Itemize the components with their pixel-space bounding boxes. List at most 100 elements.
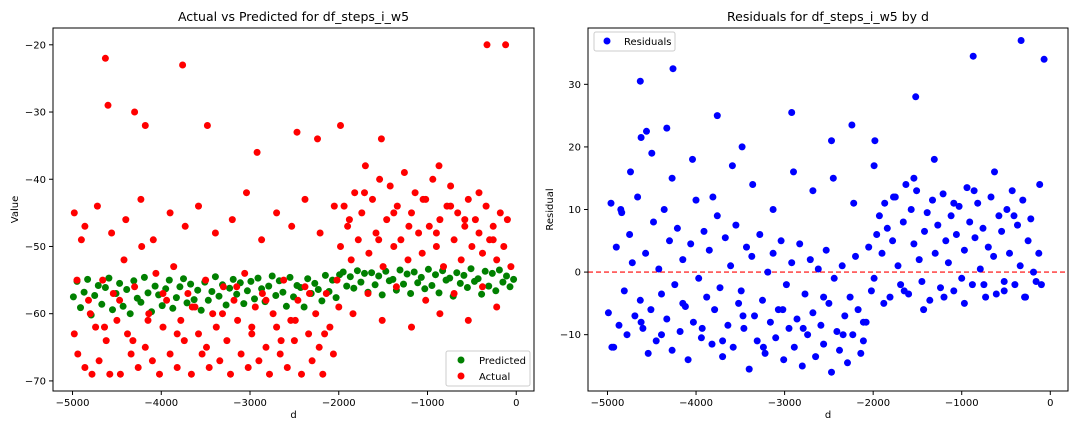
y-tick-label: −60: [25, 309, 46, 320]
residuals-point: [971, 234, 979, 242]
actual-point: [104, 101, 112, 109]
actual-point: [361, 162, 369, 170]
residuals-point: [867, 287, 875, 295]
actual-point: [141, 343, 149, 351]
predicted-point: [77, 304, 84, 312]
residuals-point: [952, 231, 960, 238]
actual-point: [269, 310, 277, 318]
residuals-point: [850, 199, 858, 207]
actual-point: [408, 209, 415, 217]
actual-point: [203, 343, 210, 351]
predicted-point: [204, 296, 212, 304]
residuals-point: [788, 109, 796, 116]
actual-point: [86, 310, 94, 318]
residuals-point: [753, 337, 761, 345]
actual-point: [330, 202, 338, 210]
actual-point: [248, 330, 256, 338]
residuals-point: [871, 137, 879, 145]
predicted-point: [98, 300, 106, 308]
residuals-point: [940, 293, 948, 301]
legend-residuals-label: Residuals: [624, 37, 671, 48]
residuals-point: [759, 343, 767, 351]
residuals-point: [643, 127, 650, 135]
predicted-point: [130, 277, 138, 285]
actual-point: [475, 229, 483, 237]
actual-point: [489, 236, 497, 244]
residuals-point: [828, 368, 835, 376]
predicted-point: [492, 287, 500, 295]
residuals-point: [735, 299, 743, 307]
residuals-point: [830, 274, 838, 282]
actual-point: [425, 222, 433, 230]
predicted-point: [265, 282, 273, 290]
residuals-point: [836, 346, 843, 354]
residuals-point: [987, 193, 995, 201]
actual-point: [102, 337, 110, 345]
actual-point: [301, 283, 309, 291]
actual-point: [298, 370, 305, 378]
residuals-point: [799, 324, 807, 332]
residuals-point: [687, 240, 695, 248]
actual-point: [173, 364, 181, 371]
actual-point: [93, 202, 101, 210]
residuals-point: [1037, 281, 1045, 289]
residuals-point: [772, 334, 780, 342]
x-tick-label: −2000: [322, 398, 356, 409]
residuals-point: [790, 168, 797, 176]
residuals-point: [711, 306, 719, 314]
residuals-point: [798, 362, 806, 370]
actual-point: [321, 330, 329, 338]
residuals-point: [788, 259, 796, 267]
actual-point: [351, 189, 359, 197]
residuals-point: [900, 287, 908, 295]
actual-point: [138, 243, 146, 250]
actual-point: [308, 357, 316, 365]
residuals-point: [703, 293, 711, 301]
actual-point: [496, 209, 504, 217]
residuals-point: [1016, 262, 1024, 270]
legend-predicted-label: Predicted: [479, 356, 526, 367]
actual-point: [450, 290, 458, 297]
actual-point: [429, 175, 437, 183]
actual-point: [475, 189, 483, 197]
y-tick-label: −50: [25, 242, 46, 253]
actual-point: [354, 236, 362, 244]
predicted-point: [190, 296, 198, 304]
residuals-point: [926, 296, 934, 304]
residuals-point: [658, 290, 665, 298]
residuals-point: [1008, 187, 1016, 195]
actual-point: [195, 202, 202, 210]
predicted-point: [137, 298, 145, 306]
actual-vs-predicted-plot: Actual vs Predicted for df_steps_i_w5 −5…: [10, 9, 535, 421]
residuals-point: [929, 196, 936, 204]
actual-point: [482, 202, 490, 210]
actual-point: [312, 310, 320, 318]
predicted-point: [300, 303, 308, 311]
actual-point: [290, 337, 298, 345]
residuals-point: [716, 284, 724, 292]
predicted-point: [435, 289, 443, 297]
legend-actual-label: Actual: [479, 372, 510, 383]
residuals-point: [668, 346, 676, 354]
predicted-point: [510, 275, 518, 283]
residuals-point: [793, 315, 801, 323]
residuals-point: [650, 218, 657, 226]
actual-point: [408, 323, 415, 331]
actual-point: [483, 41, 491, 49]
residuals-point: [1017, 37, 1025, 44]
residuals-point: [639, 324, 647, 332]
predicted-point: [353, 267, 361, 275]
predicted-point: [233, 290, 241, 298]
predicted-point: [229, 275, 237, 283]
actual-point: [288, 222, 296, 230]
residuals-point: [617, 206, 625, 213]
actual-point: [234, 316, 242, 324]
actual-point: [386, 182, 394, 190]
predicted-point: [105, 274, 113, 282]
actual-point: [170, 263, 178, 271]
residuals-point: [740, 324, 748, 332]
residuals-point: [1019, 196, 1027, 204]
x-axis-label: d: [825, 410, 831, 421]
residuals-point: [1014, 221, 1021, 229]
residuals-point: [692, 196, 700, 204]
